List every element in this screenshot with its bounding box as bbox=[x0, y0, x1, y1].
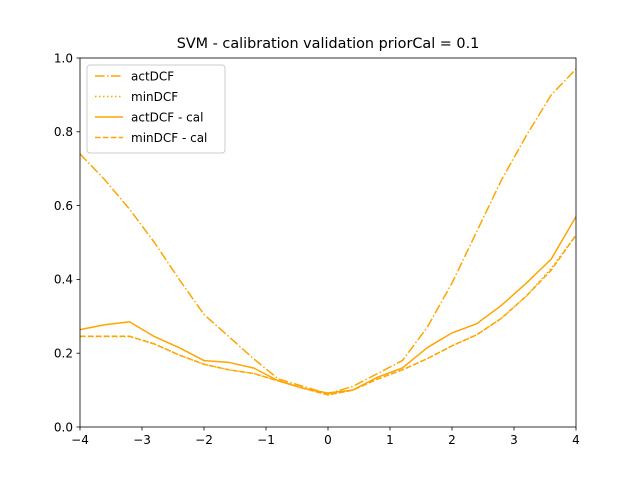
series-line-actdcf-cal bbox=[79, 216, 577, 394]
x-tick-label: 0 bbox=[324, 433, 332, 447]
x-tick-label: −4 bbox=[71, 433, 89, 447]
x-tick-label: −3 bbox=[133, 433, 151, 447]
y-tick-label: 0.8 bbox=[54, 125, 73, 139]
series-layer bbox=[79, 68, 577, 396]
x-axis: −4 −3 −2 −1 0 1 2 3 4 bbox=[71, 427, 580, 447]
x-tick-label: 3 bbox=[510, 433, 518, 447]
y-tick-label: 0.2 bbox=[54, 347, 73, 361]
y-tick-label: 0.6 bbox=[54, 199, 73, 213]
legend: actDCF minDCF actDCF - cal minDCF - cal bbox=[86, 64, 226, 154]
x-tick-label: −2 bbox=[195, 433, 213, 447]
y-tick-label: 1.0 bbox=[54, 51, 73, 65]
series-line-mindcf-cal bbox=[80, 234, 577, 396]
x-tick-label: 2 bbox=[448, 433, 456, 447]
legend-label: actDCF - cal bbox=[131, 110, 203, 124]
x-tick-label: 4 bbox=[572, 433, 580, 447]
y-axis: 0.0 0.2 0.4 0.6 0.8 1.0 bbox=[54, 51, 80, 434]
x-tick-label: 1 bbox=[386, 433, 394, 447]
legend-label: actDCF bbox=[131, 69, 174, 83]
y-tick-label: 0.4 bbox=[54, 273, 73, 287]
legend-label: minDCF - cal bbox=[131, 131, 207, 145]
chart-title: SVM - calibration validation priorCal = … bbox=[177, 36, 480, 52]
legend-box bbox=[86, 64, 226, 154]
y-tick-label: 0.0 bbox=[54, 420, 73, 434]
legend-label: minDCF bbox=[131, 90, 178, 104]
x-tick-label: −1 bbox=[257, 433, 275, 447]
